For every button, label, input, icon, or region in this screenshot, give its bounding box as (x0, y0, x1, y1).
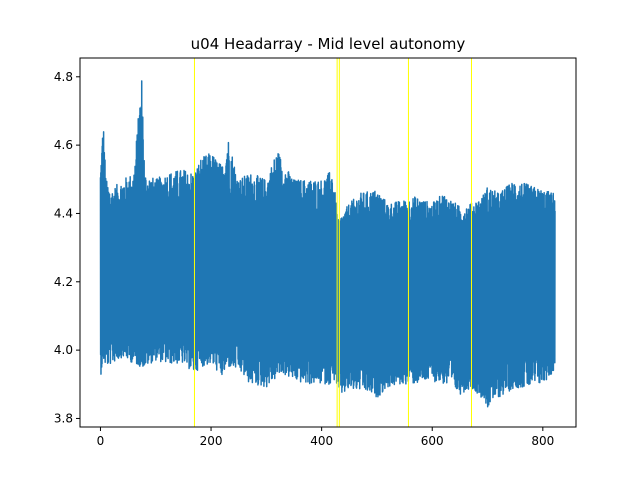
x-tick-label: 0 (97, 434, 105, 448)
plot-area (99, 80, 556, 408)
x-tick-label: 400 (310, 434, 333, 448)
y-tick-label: 3.8 (54, 411, 73, 425)
y-tick-label: 4.4 (54, 206, 73, 220)
x-tick-label: 800 (531, 434, 554, 448)
y-tick-label: 4.8 (54, 70, 73, 84)
y-tick-label: 4.6 (54, 138, 73, 152)
axes: 0 200 400 600 800 3.8 4.0 4.2 4.4 4.6 4.8 (54, 57, 577, 448)
event-markers (193, 58, 472, 427)
y-tick-label: 4.2 (54, 275, 73, 289)
x-tick-label: 200 (200, 434, 223, 448)
chart-title: u04 Headarray - Mid level autonomy (191, 35, 466, 53)
axes-frame (79, 57, 577, 428)
series-line-0 (99, 80, 556, 408)
y-tick-label: 4.0 (54, 343, 73, 357)
x-tick-label: 600 (421, 434, 444, 448)
